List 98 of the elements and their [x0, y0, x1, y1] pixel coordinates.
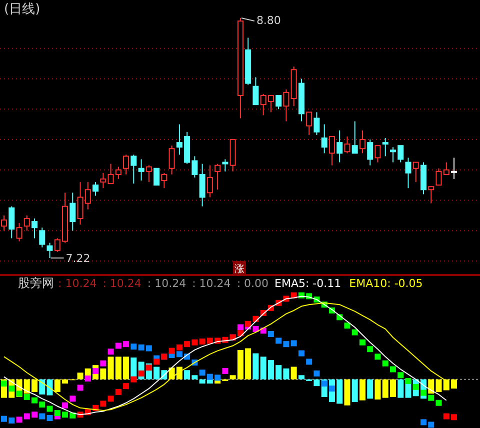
point [62, 412, 68, 418]
point [32, 397, 38, 404]
point [1, 380, 7, 387]
bar [359, 379, 366, 400]
point [206, 374, 213, 380]
point [168, 348, 175, 354]
point [382, 360, 388, 366]
point [62, 402, 68, 408]
point [130, 376, 137, 382]
point [268, 331, 274, 337]
point [245, 320, 252, 327]
point [374, 354, 381, 360]
text: : 10.24 [102, 277, 142, 290]
point [154, 358, 160, 365]
annotation: 7.22 [66, 252, 90, 265]
point [39, 413, 46, 420]
series-label: EMA5: -0.11 [274, 277, 342, 290]
point [138, 344, 144, 350]
point [192, 339, 198, 346]
point [146, 345, 152, 352]
point [321, 380, 328, 387]
point [283, 341, 290, 348]
point [443, 413, 450, 420]
point [412, 384, 419, 390]
point [108, 348, 114, 355]
point [92, 368, 99, 374]
point [1, 416, 7, 422]
point [77, 384, 84, 391]
point [100, 360, 106, 366]
text: : 10.24 [192, 277, 231, 290]
point [328, 386, 335, 392]
bar [344, 379, 350, 406]
point [70, 396, 76, 402]
point [84, 376, 91, 382]
text: 涨 [234, 263, 244, 275]
point [252, 326, 259, 332]
point [54, 410, 60, 416]
point [138, 370, 144, 376]
point [436, 400, 442, 406]
point [352, 329, 358, 336]
bar [352, 379, 358, 402]
point [115, 342, 122, 349]
point [359, 339, 366, 346]
point [214, 374, 221, 381]
point [314, 370, 320, 376]
point [39, 402, 46, 408]
point [428, 394, 434, 401]
bar [252, 353, 259, 380]
bar [46, 379, 53, 396]
point [184, 341, 190, 348]
point [24, 394, 30, 400]
point [130, 344, 137, 350]
point [123, 383, 130, 390]
point [428, 422, 434, 428]
point [306, 358, 312, 365]
point [298, 350, 304, 356]
bar [39, 379, 46, 394]
bar [374, 379, 381, 400]
point [176, 344, 182, 350]
bar [298, 375, 304, 380]
point [32, 412, 38, 418]
point [290, 340, 297, 346]
point [176, 351, 182, 358]
point [420, 419, 426, 426]
bar [367, 379, 374, 399]
point [46, 406, 53, 412]
point [276, 338, 282, 344]
point [367, 346, 374, 352]
chart-title: (日线) [4, 2, 40, 17]
point [24, 413, 30, 420]
point [100, 400, 106, 407]
point [206, 338, 213, 344]
point [390, 366, 396, 372]
point [146, 364, 152, 371]
point [8, 386, 15, 392]
point [46, 415, 53, 421]
text: : 0.00 [236, 277, 269, 290]
point [451, 414, 457, 420]
point [222, 368, 228, 374]
point [199, 338, 206, 345]
point [344, 322, 350, 329]
point [420, 390, 426, 396]
series-label: EMA10: -0.05 [349, 277, 423, 290]
point [405, 378, 412, 384]
point [8, 418, 15, 424]
point [199, 370, 206, 376]
chart-title: 股旁网 [18, 276, 54, 290]
text: : 10.24 [147, 277, 186, 290]
point [398, 372, 404, 378]
point [123, 341, 130, 348]
point [16, 390, 22, 397]
point [115, 388, 122, 395]
bar [290, 366, 297, 380]
point [237, 324, 244, 330]
point [108, 396, 114, 402]
text: : 10.24 [58, 277, 97, 290]
point [16, 416, 22, 423]
annotation: 8.80 [256, 14, 281, 27]
